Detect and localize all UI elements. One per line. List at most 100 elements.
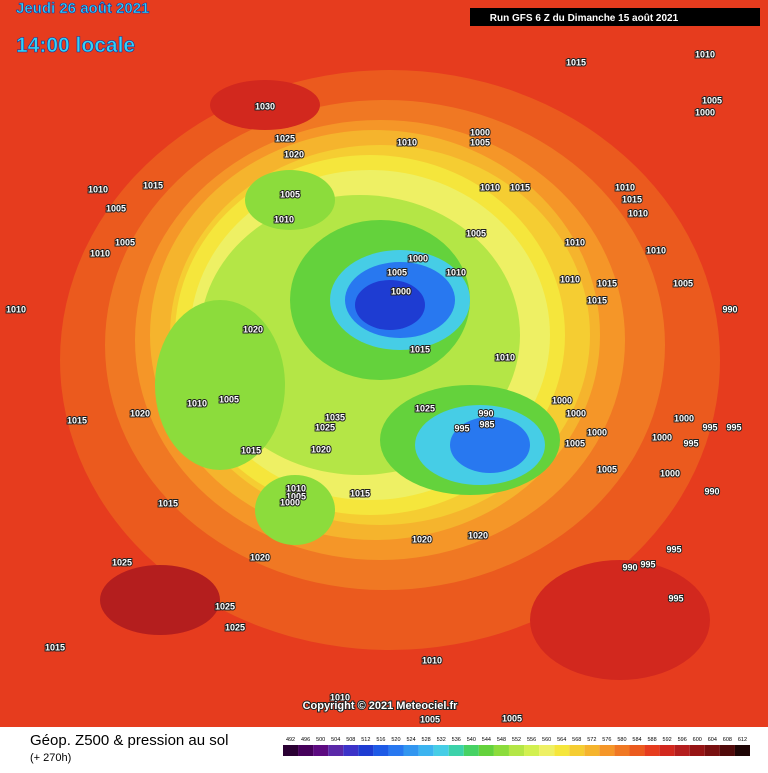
pressure-label: 1000 <box>660 468 680 478</box>
pressure-label: 1010 <box>646 245 666 255</box>
colorbar-label: 532 <box>437 737 446 743</box>
colorbar-swatch <box>388 745 404 756</box>
pressure-label: 1005 <box>420 714 440 724</box>
colorbar-label: 612 <box>738 737 747 743</box>
pressure-label: 1010 <box>330 692 350 702</box>
colorbar-label: 560 <box>542 737 551 743</box>
pressure-label: 1005 <box>702 95 722 105</box>
pressure-label: 990 <box>722 304 737 314</box>
colorbar-swatch <box>343 745 359 756</box>
pressure-label: 1000 <box>470 127 490 137</box>
pressure-label: 1005 <box>673 278 693 288</box>
colorbar-swatch <box>539 745 555 756</box>
colorbar-label: 528 <box>422 737 431 743</box>
header: Jeudi 26 août 2021 14:00 locale Run GFS … <box>16 0 760 57</box>
pressure-label: 1000 <box>566 408 586 418</box>
pressure-label: 1000 <box>408 253 428 263</box>
pressure-label: 1010 <box>495 352 515 362</box>
colorbar-swatch <box>629 745 645 756</box>
pressure-label: 1020 <box>311 444 331 454</box>
colorbar-label: 540 <box>467 737 476 743</box>
pressure-label: 1015 <box>622 194 642 204</box>
colorbar-label: 568 <box>572 737 581 743</box>
pressure-label: 1015 <box>597 278 617 288</box>
colorbar-swatch <box>674 745 690 756</box>
colorbar-swatch <box>358 745 374 756</box>
colorbar-swatch <box>614 745 630 756</box>
colorbar-label: 520 <box>391 737 400 743</box>
pressure-label: 1030 <box>255 101 275 111</box>
pressure-label: 1010 <box>6 304 26 314</box>
pressure-label: 1015 <box>143 180 163 190</box>
pressure-label: 1010 <box>480 182 500 192</box>
colorbar-swatch <box>418 745 434 756</box>
colorbar-label: 508 <box>346 737 355 743</box>
colorbar-swatch <box>659 745 675 756</box>
pressure-label: 995 <box>683 438 698 448</box>
pressure-label: 1020 <box>284 149 304 159</box>
colorbar-label: 544 <box>482 737 491 743</box>
pressure-label: 1020 <box>130 408 150 418</box>
pressure-label: 1005 <box>502 713 522 723</box>
pressure-label: 1010 <box>187 398 207 408</box>
pressure-label: 1015 <box>158 498 178 508</box>
pressure-label: 1005 <box>286 491 306 501</box>
colorbar-label: 580 <box>617 737 626 743</box>
pressure-label: 1015 <box>410 344 430 354</box>
colorbar-label: 608 <box>723 737 732 743</box>
colorbar-swatch <box>328 745 344 756</box>
pressure-label: 990 <box>622 562 637 572</box>
pressure-label: 1020 <box>250 552 270 562</box>
pressure-label: 1025 <box>112 557 132 567</box>
pressure-label: 1005 <box>387 267 407 277</box>
colorbar-label: 584 <box>632 737 641 743</box>
pressure-label: 1015 <box>566 57 586 67</box>
pressure-label: 1015 <box>67 415 87 425</box>
run-info: Run GFS 6 Z du Dimanche 15 août 2021 <box>490 13 679 24</box>
colorbar-swatch <box>313 745 329 756</box>
pressure-label: 1010 <box>628 208 648 218</box>
pressure-label: 1000 <box>552 395 572 405</box>
pressure-label: 995 <box>640 559 655 569</box>
pressure-label: 1005 <box>219 394 239 404</box>
colorbar-swatch <box>584 745 600 756</box>
pressure-label: 1015 <box>510 182 530 192</box>
pressure-label: 995 <box>702 422 717 432</box>
colorbar-swatch <box>373 745 389 756</box>
colorbar-swatch <box>599 745 615 756</box>
pressure-label: 1005 <box>565 438 585 448</box>
pressure-label: 1025 <box>225 622 245 632</box>
colorbar-swatch <box>524 745 540 756</box>
pressure-label: 1020 <box>412 534 432 544</box>
run-box <box>470 8 760 26</box>
pressure-label: 1010 <box>90 248 110 258</box>
colorbar-label: 552 <box>512 737 521 743</box>
pressure-label: 990 <box>704 486 719 496</box>
pressure-label: 1025 <box>275 133 295 143</box>
colorbar-label: 604 <box>708 737 717 743</box>
pressure-label: 1010 <box>88 184 108 194</box>
colorbar-label: 576 <box>602 737 611 743</box>
pressure-label: 1010 <box>274 214 294 224</box>
colorbar-label: 512 <box>361 737 370 743</box>
pressure-label: 995 <box>454 423 469 433</box>
pressure-labels: 1030102510201015100510001010100010051010… <box>5 48 743 725</box>
colorbar-swatch <box>463 745 479 756</box>
colorbar-swatch <box>704 745 720 756</box>
map-title: Géop. Z500 & pression au sol <box>30 732 228 749</box>
pressure-label: 1020 <box>468 530 488 540</box>
pressure-label: 1005 <box>115 237 135 247</box>
colorbar-swatch <box>554 745 570 756</box>
colorbar-swatch <box>508 745 525 756</box>
pressure-label: 995 <box>726 422 741 432</box>
colorbar-label: 572 <box>587 737 596 743</box>
colorbar-swatch <box>298 745 314 756</box>
colorbar-swatch <box>493 745 509 756</box>
pressure-label: 995 <box>666 544 681 554</box>
colorbar-swatch <box>433 745 449 756</box>
pressure-label: 1025 <box>415 403 435 413</box>
pressure-label: 1000 <box>587 427 607 437</box>
pressure-label: 1000 <box>674 413 694 423</box>
colorbar-swatch <box>644 745 660 756</box>
